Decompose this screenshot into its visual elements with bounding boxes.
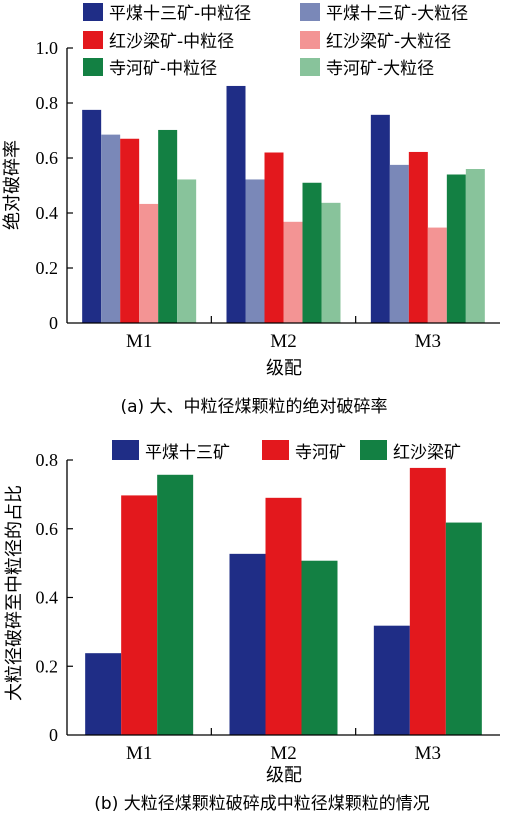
bar-a-s2-M2 <box>264 152 284 323</box>
caption-b: (b) 大粒径煤颗粒破碎成中粒径煤颗粒的情况 <box>94 794 429 814</box>
bar-b-s2-M1 <box>157 474 194 735</box>
bar-a-s4-M1 <box>158 129 178 323</box>
bar-a-s4-M3 <box>446 174 466 323</box>
legend-swatch-a-5 <box>300 58 320 76</box>
x-tick-label-b-M3: M3 <box>415 743 441 764</box>
x-tick-label-a-M1: M1 <box>126 331 152 352</box>
bar-b-s1-M1 <box>121 495 158 735</box>
bar-a-s2-M3 <box>408 151 428 323</box>
legend-swatch-a-0 <box>83 3 103 21</box>
x-tick-label-b-M1: M1 <box>126 743 152 764</box>
bar-a-s2-M1 <box>120 138 140 323</box>
y-ticks-a: 0 0.2 0.4 0.6 0.8 1.0 <box>36 38 59 333</box>
legend-label-a-3: 红沙梁矿-大粒径 <box>326 32 451 52</box>
bar-b-s1-M3 <box>409 467 446 735</box>
bar-a-s4-M2 <box>302 182 322 323</box>
y-tick-label-b: 0.2 <box>36 656 59 676</box>
y-tick-label-a: 0 <box>49 313 58 333</box>
bar-a-s5-M2 <box>321 202 341 323</box>
legend-swatch-b-1 <box>262 440 289 460</box>
legend-swatch-a-3 <box>300 31 320 49</box>
legend-swatch-b-2 <box>360 440 387 460</box>
y-tick-label-a: 0.8 <box>36 93 59 113</box>
legend-label-a-1: 平煤十三矿-大粒径 <box>326 4 468 24</box>
x-tick-label-a-M2: M2 <box>270 331 296 352</box>
bar-a-s1-M3 <box>389 164 409 323</box>
legend-label-a-0: 平煤十三矿-中粒径 <box>109 4 251 24</box>
x-tick-label-b-M2: M2 <box>270 743 296 764</box>
y-tick-label-a: 1.0 <box>36 38 59 58</box>
bar-a-s1-M1 <box>101 134 121 323</box>
legend-label-b-2: 红沙梁矿 <box>393 443 461 463</box>
y-tick-label-b: 0.4 <box>36 588 59 608</box>
legend-swatch-a-4 <box>83 58 103 76</box>
y-tick-label-a: 0.4 <box>36 203 59 223</box>
legend-swatch-a-2 <box>83 31 103 49</box>
y-tick-label-b: 0.8 <box>36 450 59 470</box>
bar-a-s3-M3 <box>427 227 447 323</box>
axes-a <box>66 47 500 324</box>
bar-a-s3-M1 <box>139 203 159 323</box>
bar-b-s0-M3 <box>373 625 410 735</box>
y-tick-label-b: 0.6 <box>36 519 59 539</box>
bar-a-s5-M1 <box>177 179 197 323</box>
bar-b-s1-M2 <box>265 497 302 735</box>
y-tick-label-b: 0 <box>49 725 58 745</box>
chart-b: 平煤十三矿 寺河矿 红沙梁矿 0 0.2 0.4 0.6 0.8 M1 M2 M3 大粒径破碎至… <box>4 440 500 814</box>
bar-a-s0-M1 <box>82 109 102 323</box>
y-tick-label-a: 0.6 <box>36 148 59 168</box>
y-axis-label-b: 大粒径破碎至中粒径的占比 <box>4 485 25 701</box>
y-tick-label-a: 0.2 <box>36 258 59 278</box>
x-ticks-a: M1 M2 M3 <box>126 331 441 352</box>
bar-b-s0-M2 <box>229 553 266 735</box>
legend-label-a-5: 寺河矿-大粒径 <box>326 59 434 79</box>
bar-a-s5-M3 <box>465 169 485 323</box>
legend-swatch-b-0 <box>112 440 139 460</box>
legend-label-a-2: 红沙梁矿-中粒径 <box>109 32 234 52</box>
legend-label-a-4: 寺河矿-中粒径 <box>109 59 217 79</box>
bar-b-s2-M2 <box>301 560 338 735</box>
legend-label-b-0: 平煤十三矿 <box>145 443 230 463</box>
bar-a-s1-M2 <box>245 179 265 323</box>
bar-a-s0-M2 <box>226 85 246 323</box>
bar-a-s3-M2 <box>283 221 303 323</box>
x-axis-label-a: 级配 <box>266 358 302 379</box>
legend-b: 平煤十三矿 寺河矿 红沙梁矿 <box>112 440 461 463</box>
legend-swatch-a-1 <box>300 3 320 21</box>
x-axis-label-b: 级配 <box>266 765 302 786</box>
x-tick-label-a-M3: M3 <box>415 331 441 352</box>
bars-b <box>85 467 482 735</box>
caption-a: (a) 大、中粒径煤颗粒的绝对破碎率 <box>120 397 387 417</box>
x-ticks-b: M1 M2 M3 <box>126 743 441 764</box>
legend-label-b-1: 寺河矿 <box>295 443 346 463</box>
axes-b <box>66 459 500 736</box>
bar-a-s0-M3 <box>370 114 390 323</box>
bar-b-s2-M3 <box>445 522 482 735</box>
bar-b-s0-M1 <box>85 653 122 735</box>
y-axis-label-a: 绝对破碎率 <box>2 140 23 230</box>
bars-a <box>82 85 485 323</box>
y-ticks-b: 0 0.2 0.4 0.6 0.8 <box>36 450 59 745</box>
